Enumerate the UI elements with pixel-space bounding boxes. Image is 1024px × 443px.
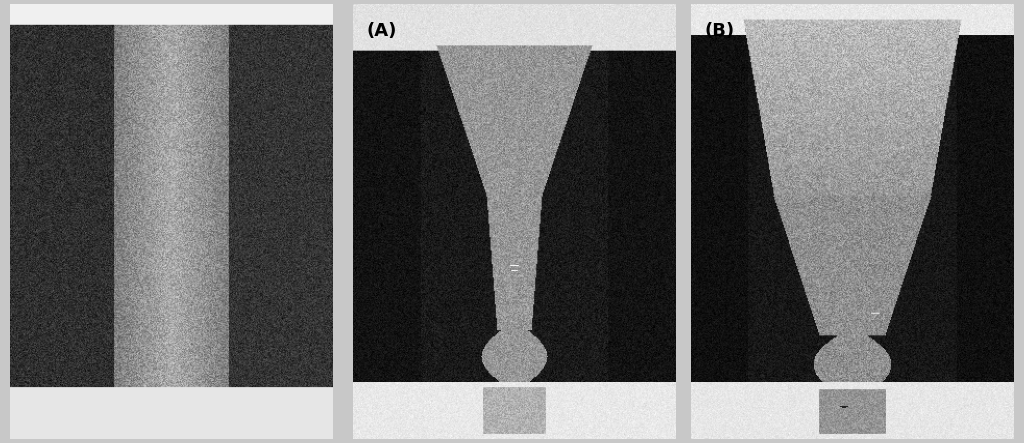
Text: (A): (A) bbox=[367, 22, 396, 40]
Text: (B): (B) bbox=[705, 22, 734, 40]
